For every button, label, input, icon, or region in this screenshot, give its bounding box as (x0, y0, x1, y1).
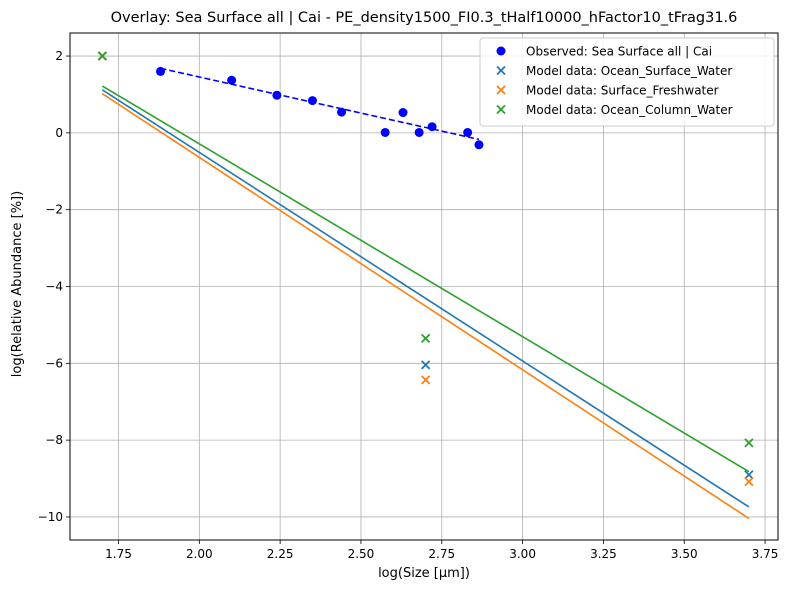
legend-entry: Model data: Ocean_Column_Water (526, 103, 733, 117)
legend-entry: Model data: Surface_Freshwater (526, 84, 719, 98)
marker-stroke (97, 51, 107, 61)
legend-box (479, 37, 775, 127)
x-tick-label: 2.25 (267, 547, 294, 561)
marker-stroke (420, 360, 431, 370)
fit-line-series-0 (160, 67, 480, 141)
data-point-series-0 (272, 90, 282, 100)
legend-entry: Model data: Ocean_Surface_Water (526, 64, 732, 78)
y-tick-label: 2 (55, 49, 63, 63)
data-point-series-0 (398, 108, 408, 118)
data-point-series-0 (380, 127, 390, 137)
x-tick-label: 2.50 (348, 547, 375, 561)
data-point-series-3 (97, 51, 107, 61)
data-point-series-2 (744, 476, 754, 487)
y-tick-label: −4 (45, 280, 63, 294)
legend-marker (496, 104, 506, 115)
x-tick-label: 1.75 (105, 547, 132, 561)
legend: Observed: Sea Surface all | Cai Model dat… (479, 37, 775, 127)
fit-line-series-2 (101, 93, 750, 520)
data-point-series-0 (156, 66, 166, 76)
legend-marker (496, 85, 506, 95)
data-points (97, 51, 754, 487)
y-tick-label: −10 (38, 510, 63, 524)
legend-entry: Observed: Sea Surface all | Cai (526, 45, 712, 59)
x-tick-label: 2.75 (428, 547, 455, 561)
data-point-series-3 (744, 438, 754, 448)
x-axis-label: log(Size [µm]) (378, 566, 470, 581)
data-point-series-0 (474, 140, 484, 150)
x-tick-label: 3.25 (590, 547, 617, 561)
y-axis: 2 0 −2 −4 −6 −8 −10 (38, 49, 70, 524)
y-tick-label: −8 (45, 433, 63, 447)
y-tick-label: −2 (45, 203, 63, 217)
fit-line-series-1 (101, 89, 750, 508)
data-point-series-1 (420, 360, 431, 370)
marker-stroke (744, 438, 754, 448)
marker-stroke (744, 476, 754, 487)
data-point-series-0 (414, 127, 424, 137)
x-tick-label: 2.00 (186, 547, 213, 561)
marker-stroke (744, 470, 754, 480)
data-point-series-1 (744, 470, 754, 480)
data-point-series-0 (227, 75, 237, 85)
y-axis-label: log(Relative Abundance [%]) (10, 191, 25, 377)
marker-stroke (496, 104, 506, 115)
y-tick-label: 0 (55, 126, 63, 140)
legend-marker (496, 46, 506, 56)
data-point-series-0 (427, 122, 437, 132)
y-tick-label: −6 (45, 356, 63, 370)
marker-stroke (496, 85, 506, 95)
data-point-series-0 (307, 96, 317, 106)
fit-lines (101, 67, 750, 520)
marker-stroke (496, 65, 506, 76)
legend-marker (496, 65, 506, 76)
x-tick-label: 3.75 (752, 547, 779, 561)
data-point-series-2 (420, 375, 431, 385)
marker-stroke (420, 375, 431, 385)
x-axis: 1.75 2.00 2.25 2.50 2.75 3.00 3.25 3.50 3.75 (105, 540, 778, 561)
data-point-series-0 (463, 127, 473, 137)
fit-line-series-3 (101, 85, 750, 473)
data-point-series-0 (337, 107, 347, 117)
x-tick-label: 3.50 (671, 547, 698, 561)
data-point-series-3 (420, 333, 431, 343)
chart-title: Overlay: Sea Surface all | Cai - PE_dens… (111, 10, 738, 26)
marker-stroke (420, 333, 431, 343)
x-tick-label: 3.00 (509, 547, 536, 561)
